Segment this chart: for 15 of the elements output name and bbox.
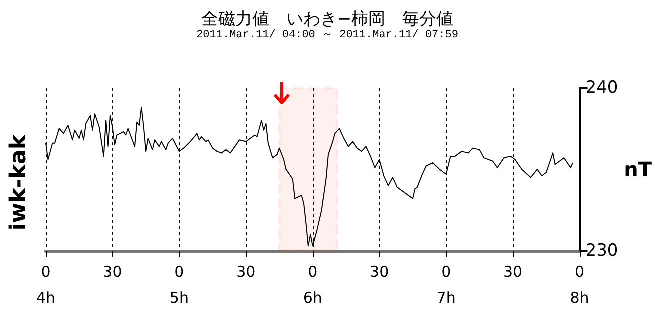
x-tick-label: 30 [370,263,390,281]
x-tick-label: 0 4h [36,263,56,307]
y-tick-label: 240 [586,78,618,98]
y-axis-title: nT [624,158,652,182]
chart-subtitle: 2011.Mar.11/ 04:00 ～ 2011.Mar.11/ 07:59 [196,30,458,42]
chart-title: 全磁力値 いわき−柿岡 毎分値 [201,10,454,30]
x-tick-label: 0 6h [303,263,322,307]
text: iwk-kak [6,134,32,231]
x-tick-label: 30 [236,263,256,281]
x-tick-label: 30 [103,263,122,281]
x-tick-label: 0 7h [436,263,456,307]
x-tick-label: 30 [504,263,523,281]
x-tick-label: 0 8h [570,263,590,307]
y-tick-label: 230 [586,241,618,261]
x-tick-label: 0 5h [170,263,189,307]
